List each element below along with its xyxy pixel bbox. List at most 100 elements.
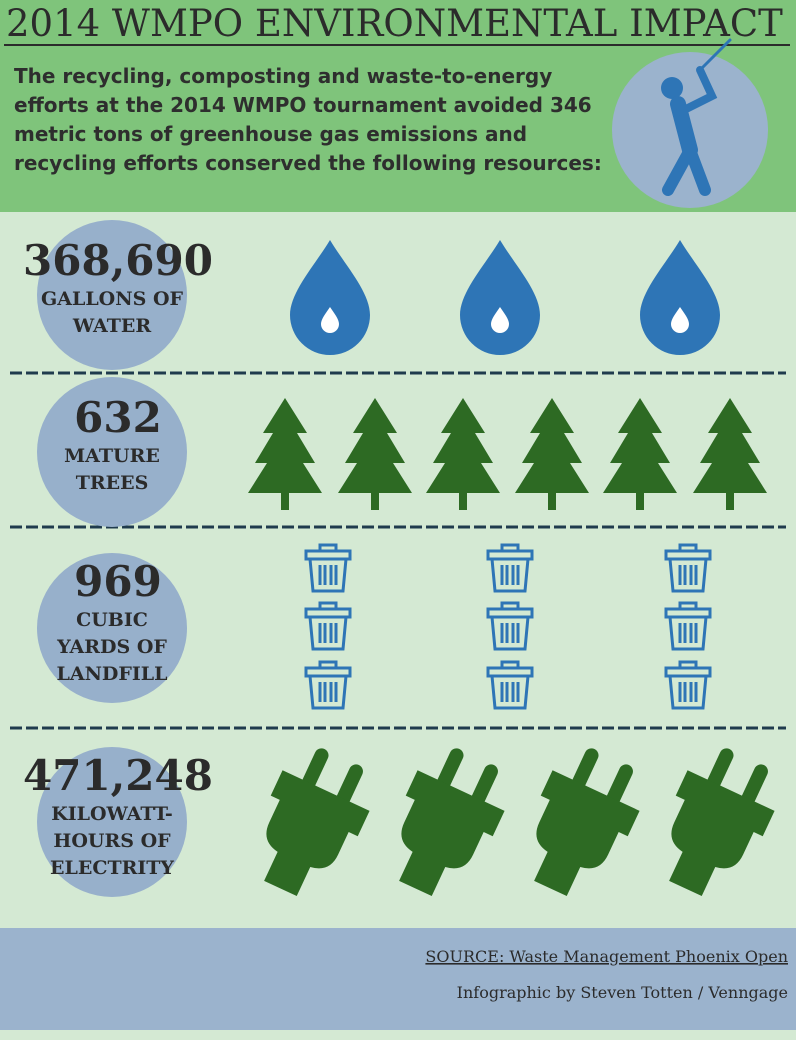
tree <box>693 398 767 493</box>
plug-prong <box>740 764 768 807</box>
trash-body <box>490 675 530 710</box>
trash-icon <box>664 601 712 651</box>
stat-number: 632 <box>74 393 162 442</box>
drop <box>640 240 720 355</box>
trash-lid <box>486 666 534 678</box>
trash-lid <box>486 607 534 619</box>
stat-label: HOURS OF <box>53 830 171 852</box>
trash-body <box>490 616 530 651</box>
plug-prong <box>605 764 633 807</box>
stat-label: ELECTRITY <box>50 857 174 879</box>
trash-icon <box>304 601 352 651</box>
trash-icon <box>486 660 534 710</box>
title: 2014 WMPO ENVIRONMENTAL IMPACT <box>6 2 783 45</box>
trash-icon <box>486 543 534 593</box>
source: SOURCE: Waste Management Phoenix Open <box>425 947 788 966</box>
plug-body <box>534 770 640 897</box>
stat-circle <box>37 747 187 897</box>
trash-lid <box>304 549 352 561</box>
water-drop-icon <box>290 240 370 355</box>
trash-body <box>668 675 708 710</box>
drop-inner <box>321 307 339 333</box>
stat-label: LANDFILL <box>56 663 167 685</box>
trash-lid <box>304 666 352 678</box>
plug-prong <box>335 764 363 807</box>
tree-icon <box>426 398 500 510</box>
trash-lid <box>486 549 534 561</box>
intro-line: The recycling, composting and waste-to-e… <box>14 64 552 88</box>
intro-line: recycling efforts conserved the followin… <box>14 151 602 175</box>
stat-circle <box>37 220 187 370</box>
tree-icon <box>248 398 322 510</box>
plug-body <box>399 770 505 897</box>
intro-line: efforts at the 2014 WMPO tournament avoi… <box>14 93 592 117</box>
stat-label: CUBIC <box>76 609 148 631</box>
trash-lid <box>664 607 712 619</box>
trash-icon <box>664 543 712 593</box>
stat-label: YARDS OF <box>56 636 167 658</box>
trash-body <box>490 558 530 593</box>
plug-prong <box>470 764 498 807</box>
trash-body <box>668 558 708 593</box>
trash-body <box>308 558 348 593</box>
stat-label: TREES <box>76 472 149 494</box>
stat-circle <box>37 377 187 527</box>
trash-body <box>308 675 348 710</box>
trash-icon <box>486 601 534 651</box>
trunk <box>726 493 734 510</box>
tree-icon <box>515 398 589 510</box>
trunk <box>548 493 556 510</box>
trunk <box>281 493 289 510</box>
trunk <box>636 493 644 510</box>
plug-icon <box>534 748 640 897</box>
stat-number: 969 <box>74 557 162 606</box>
trash-lid <box>664 549 712 561</box>
stat-label: WATER <box>72 315 151 337</box>
stat-label: KILOWATT- <box>51 803 172 825</box>
trash-icon <box>304 660 352 710</box>
drop <box>290 240 370 355</box>
plug-icon <box>264 748 370 897</box>
plug-body <box>669 770 775 897</box>
tree <box>426 398 500 493</box>
tree-icon <box>693 398 767 510</box>
stat-circle <box>37 553 187 703</box>
footer-bg <box>0 928 796 1030</box>
golfer-icon <box>612 38 768 208</box>
tree <box>515 398 589 493</box>
plug-prong <box>436 748 464 791</box>
trash-icon <box>304 543 352 593</box>
tree <box>603 398 677 493</box>
stat-label: MATURE <box>64 445 160 467</box>
stat-label: GALLONS OF <box>41 288 183 310</box>
plug-icon <box>669 748 775 897</box>
credit: Infographic by Steven Totten / Venngage <box>457 983 788 1002</box>
trunk <box>459 493 467 510</box>
bottom-strip <box>0 1030 796 1040</box>
tree <box>338 398 412 493</box>
drop <box>460 240 540 355</box>
water-drop-icon <box>640 240 720 355</box>
drop-inner <box>671 307 689 333</box>
trash-lid <box>304 607 352 619</box>
trash-lid <box>664 666 712 678</box>
stat-number: 368,690 <box>23 236 213 285</box>
stat-number: 471,248 <box>23 751 213 800</box>
plug-body <box>264 770 370 897</box>
trash-icon <box>664 660 712 710</box>
trash-body <box>668 616 708 651</box>
intro-line: metric tons of greenhouse gas emissions … <box>14 122 527 146</box>
plug-prong <box>706 748 734 791</box>
plug-prong <box>571 748 599 791</box>
tree-icon <box>603 398 677 510</box>
trunk <box>371 493 379 510</box>
tree <box>248 398 322 493</box>
trash-body <box>308 616 348 651</box>
water-drop-icon <box>460 240 540 355</box>
tree-icon <box>338 398 412 510</box>
plug-icon <box>399 748 505 897</box>
drop-inner <box>491 307 509 333</box>
plug-prong <box>301 748 329 791</box>
